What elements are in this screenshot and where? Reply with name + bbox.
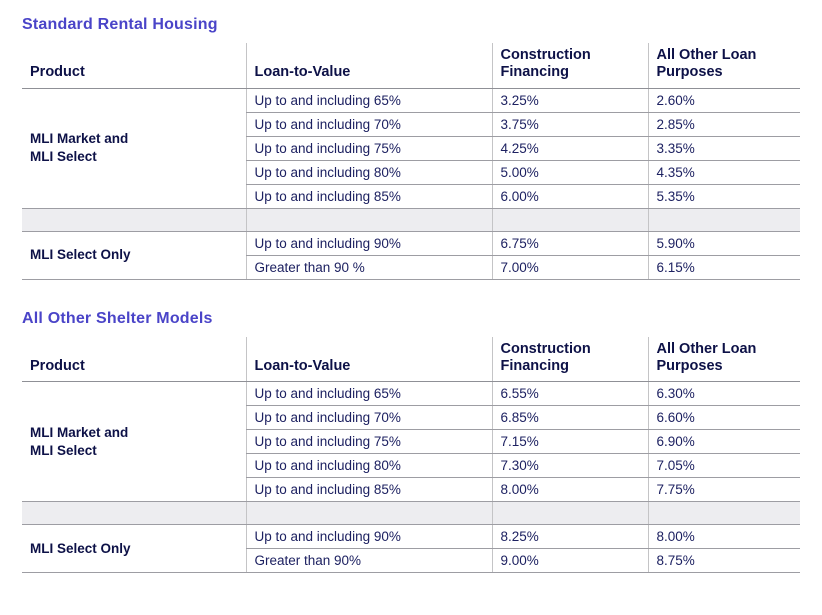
ltv-cell: Greater than 90% [245,548,492,573]
table-row: Up to and including 80% 7.30% 7.05% [22,453,800,478]
table-row: Up to and including 85% 6.00% 5.35% [22,184,800,209]
ltv-cell: Up to and including 85% [245,184,492,209]
table-row: Greater than 90 % 7.00% 6.15% [22,255,800,280]
ltv-cell: Up to and including 80% [245,453,492,478]
table-row: Up to and including 70% 6.85% 6.60% [22,405,800,430]
all-other-purposes-cell: 6.30% [647,381,800,406]
all-other-purposes-cell: 8.00% [647,524,800,549]
section-all-other-shelter-models: All Other Shelter Models Product Loan-to… [22,309,800,573]
ltv-cell: Up to and including 65% [245,88,492,113]
product-cell: MLI Market and MLI Select [22,381,246,502]
table-row: MLI Market and MLI Select Up to and incl… [22,88,800,209]
spacer-row [22,501,800,525]
column-header-loan-to-value: Loan-to-Value [245,43,492,89]
ltv-cell: Up to and including 90% [245,231,492,256]
column-header-construction-financing: Construction Financing [491,336,648,382]
all-other-purposes-cell: 6.90% [647,429,800,454]
spacer-cell [245,501,492,525]
spacer-row [22,208,800,232]
construction-financing-cell: 7.15% [491,429,648,454]
spacer-cell [491,208,648,232]
spacer-cell [22,501,246,525]
construction-financing-cell: 6.75% [491,231,648,256]
construction-financing-cell: 9.00% [491,548,648,573]
spacer-cell [647,208,800,232]
table-row: MLI Select Only Up to and including 90% … [22,524,800,573]
ltv-cell: Greater than 90 % [245,255,492,280]
construction-financing-cell: 6.85% [491,405,648,430]
spacer-cell [22,208,246,232]
spacer-cell [245,208,492,232]
table-row: Up to and including 75% 4.25% 3.35% [22,136,800,161]
ltv-cell: Up to and including 75% [245,136,492,161]
all-other-purposes-cell: 2.60% [647,88,800,113]
all-other-purposes-cell: 7.75% [647,477,800,502]
ltv-cell: Up to and including 70% [245,405,492,430]
ltv-cell: Up to and including 80% [245,160,492,185]
column-header-loan-to-value: Loan-to-Value [245,336,492,382]
construction-financing-cell: 4.25% [491,136,648,161]
product-cell: MLI Select Only [22,524,246,573]
construction-financing-cell: 7.30% [491,453,648,478]
all-other-purposes-cell: 8.75% [647,548,800,573]
construction-financing-cell: 7.00% [491,255,648,280]
construction-financing-cell: 6.00% [491,184,648,209]
table-row: MLI Market and MLI Select Up to and incl… [22,381,800,502]
column-header-product: Product [22,43,246,89]
column-header-all-other-loan-purposes: All Other Loan Purposes [647,43,800,89]
ltv-cell: Up to and including 65% [245,381,492,406]
header-row: Product Loan-to-Value Construction Finan… [22,43,800,89]
rates-table-all-other-shelter-models: Product Loan-to-Value Construction Finan… [22,336,800,573]
spacer-cell [647,501,800,525]
table-row: Up to and including 75% 7.15% 6.90% [22,429,800,454]
product-cell: MLI Select Only [22,231,246,280]
rate-sheet-page: Standard Rental Housing Product Loan-to-… [22,16,800,573]
ltv-cell: Up to and including 90% [245,524,492,549]
construction-financing-cell: 3.75% [491,112,648,137]
ltv-cell: Up to and including 70% [245,112,492,137]
all-other-purposes-cell: 6.15% [647,255,800,280]
all-other-purposes-cell: 3.35% [647,136,800,161]
spacer-cell [491,501,648,525]
construction-financing-cell: 8.25% [491,524,648,549]
header-row: Product Loan-to-Value Construction Finan… [22,336,800,382]
column-header-all-other-loan-purposes: All Other Loan Purposes [647,336,800,382]
construction-financing-cell: 5.00% [491,160,648,185]
product-cell: MLI Market and MLI Select [22,88,246,209]
all-other-purposes-cell: 5.90% [647,231,800,256]
all-other-purposes-cell: 5.35% [647,184,800,209]
ltv-cell: Up to and including 85% [245,477,492,502]
rates-table-standard-rental-housing: Product Loan-to-Value Construction Finan… [22,43,800,280]
all-other-purposes-cell: 7.05% [647,453,800,478]
table-row: Up to and including 70% 3.75% 2.85% [22,112,800,137]
column-header-product: Product [22,336,246,382]
construction-financing-cell: 8.00% [491,477,648,502]
section-standard-rental-housing: Standard Rental Housing Product Loan-to-… [22,16,800,280]
table-row: Up to and including 80% 5.00% 4.35% [22,160,800,185]
table-row: MLI Select Only Up to and including 90% … [22,231,800,280]
all-other-purposes-cell: 2.85% [647,112,800,137]
construction-financing-cell: 6.55% [491,381,648,406]
all-other-purposes-cell: 6.60% [647,405,800,430]
construction-financing-cell: 3.25% [491,88,648,113]
table-row: Greater than 90% 9.00% 8.75% [22,548,800,573]
column-header-construction-financing: Construction Financing [491,43,648,89]
table-row: Up to and including 85% 8.00% 7.75% [22,477,800,502]
ltv-cell: Up to and including 75% [245,429,492,454]
all-other-purposes-cell: 4.35% [647,160,800,185]
section-title: All Other Shelter Models [22,309,213,327]
section-title: Standard Rental Housing [22,16,218,33]
